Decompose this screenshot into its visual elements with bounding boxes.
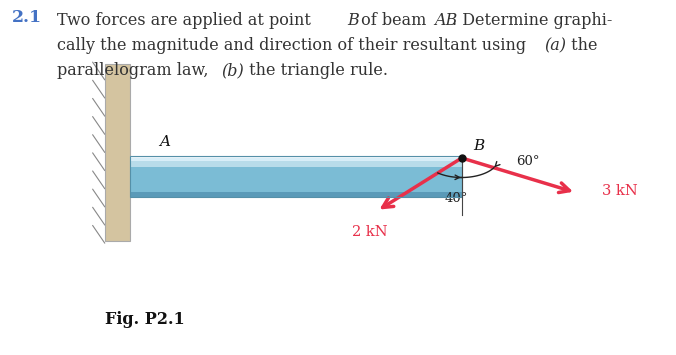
- Text: 2 kN: 2 kN: [352, 225, 388, 239]
- Text: 2.1: 2.1: [12, 9, 43, 26]
- Text: cally the magnitude and direction of their resultant using: cally the magnitude and direction of the…: [57, 37, 532, 54]
- Bar: [130, 156, 462, 197]
- Text: of beam: of beam: [356, 12, 431, 29]
- Text: AB: AB: [434, 12, 457, 29]
- Text: Two forces are applied at point: Two forces are applied at point: [57, 12, 316, 29]
- Bar: [130, 158, 462, 161]
- Text: (a): (a): [544, 37, 566, 54]
- Bar: [130, 167, 462, 192]
- Text: . Determine graphi-: . Determine graphi-: [452, 12, 612, 29]
- Text: B: B: [347, 12, 358, 29]
- Bar: [130, 192, 462, 197]
- Text: the triangle rule.: the triangle rule.: [244, 62, 388, 79]
- Bar: [130, 156, 462, 158]
- Text: parallelogram law,: parallelogram law,: [57, 62, 214, 79]
- Text: A: A: [159, 135, 170, 149]
- Text: 60°: 60°: [516, 155, 539, 168]
- Bar: [105, 64, 130, 241]
- Text: 3 kN: 3 kN: [602, 184, 637, 198]
- Text: 40°: 40°: [445, 192, 468, 205]
- Text: Fig. P2.1: Fig. P2.1: [105, 311, 185, 328]
- Text: B: B: [473, 139, 485, 153]
- Text: the: the: [566, 37, 598, 54]
- Bar: [130, 161, 462, 167]
- Text: (b): (b): [222, 62, 245, 79]
